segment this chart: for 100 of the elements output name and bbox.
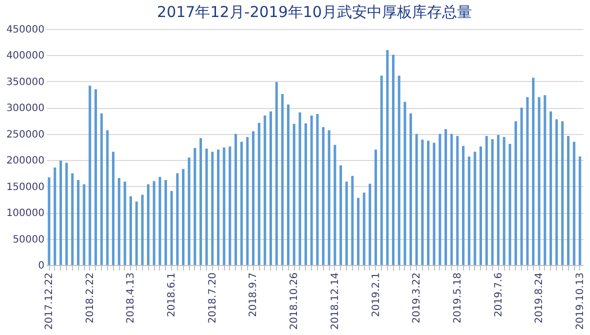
bar xyxy=(392,54,395,265)
y-tick-label: 300000 xyxy=(6,103,44,114)
bar xyxy=(398,76,400,265)
bar xyxy=(555,119,558,265)
bar xyxy=(404,102,406,265)
y-tick-label: 150000 xyxy=(6,182,44,193)
x-tick-label: 2019.8.24 xyxy=(534,272,546,324)
y-tick-label: 0 xyxy=(38,260,44,272)
bar xyxy=(456,136,459,265)
bar xyxy=(82,184,86,265)
x-tick-label: 2017.12.22 xyxy=(44,272,56,330)
bar xyxy=(578,156,582,265)
bar xyxy=(112,152,114,265)
x-tick-label: 2018.9.7 xyxy=(248,272,260,318)
bar xyxy=(380,76,383,265)
y-tick-label: 250000 xyxy=(6,129,44,140)
bar xyxy=(264,116,266,265)
bar xyxy=(538,97,540,265)
bar xyxy=(152,181,156,265)
bar xyxy=(438,134,442,265)
bar xyxy=(351,176,354,265)
x-tick-label: 2018.2.22 xyxy=(84,272,96,324)
bar xyxy=(310,116,313,265)
bar xyxy=(444,129,448,265)
bar xyxy=(340,165,342,265)
bar xyxy=(368,184,372,265)
bar xyxy=(497,134,500,265)
bar xyxy=(561,121,564,265)
bar xyxy=(357,198,360,265)
bar xyxy=(170,191,173,265)
bar xyxy=(334,144,336,265)
bar xyxy=(269,111,272,265)
bar xyxy=(450,134,453,265)
x-tick-label: 2019.7.6 xyxy=(493,272,504,318)
bar xyxy=(88,86,92,265)
bar xyxy=(322,127,324,265)
bar xyxy=(480,146,482,265)
x-tick-label: 2018.12.14 xyxy=(330,272,341,330)
x-tick-label: 2019.2.1 xyxy=(370,272,382,318)
x-tick-label: 2019.3.22 xyxy=(412,272,423,324)
bar xyxy=(287,104,290,265)
bar xyxy=(374,150,378,265)
bar xyxy=(502,137,506,265)
bar xyxy=(491,139,494,265)
bar xyxy=(146,184,150,265)
bar xyxy=(188,157,190,265)
bar xyxy=(427,140,430,265)
bar xyxy=(345,182,348,265)
bar xyxy=(316,114,319,265)
bar xyxy=(205,148,208,265)
x-tick-label: 2018.7.20 xyxy=(207,272,218,324)
bar xyxy=(246,137,249,265)
bar xyxy=(258,122,260,265)
bar xyxy=(415,134,418,265)
bar xyxy=(129,196,132,265)
bar xyxy=(514,121,518,265)
bar xyxy=(362,192,366,265)
bar xyxy=(124,182,126,265)
bar xyxy=(508,144,512,265)
y-tick-label: 450000 xyxy=(6,24,44,36)
y-tick-label: 200000 xyxy=(6,156,44,167)
x-tick-label: 2019.5.18 xyxy=(452,272,464,324)
bar xyxy=(54,167,56,265)
bar xyxy=(544,95,546,265)
bar xyxy=(141,194,144,265)
y-tick-label: 50000 xyxy=(12,234,44,246)
bar xyxy=(462,146,465,265)
bar xyxy=(100,113,103,265)
bar xyxy=(65,162,68,265)
bar xyxy=(216,150,220,265)
bar xyxy=(485,136,488,265)
chart-title: 2017年12月-2019年10月武安中厚板库存总量 xyxy=(157,3,472,21)
bar xyxy=(222,148,226,265)
bar xyxy=(211,152,214,265)
bar xyxy=(182,169,184,265)
x-tick-label: 2018.10.26 xyxy=(289,272,300,330)
y-tick-label: 400000 xyxy=(6,50,44,62)
bar xyxy=(304,123,307,265)
bar xyxy=(48,177,50,265)
bar xyxy=(474,152,476,265)
bar xyxy=(520,108,523,265)
bar xyxy=(228,146,232,265)
x-tick-label: 2018.6.1 xyxy=(166,272,178,318)
y-tick-label: 350000 xyxy=(6,76,44,88)
bar xyxy=(550,111,552,265)
x-tick-label: 2018.4.13 xyxy=(126,272,137,324)
bar xyxy=(468,156,470,265)
bar xyxy=(421,140,424,265)
bar xyxy=(158,176,162,265)
bar xyxy=(164,180,167,265)
bar xyxy=(252,131,254,265)
bar xyxy=(292,124,296,265)
bar xyxy=(567,136,570,265)
bar xyxy=(71,173,74,265)
bar xyxy=(240,142,243,265)
bar xyxy=(386,50,389,265)
bar xyxy=(106,130,109,265)
bar xyxy=(135,202,138,265)
bar xyxy=(275,82,278,265)
bar xyxy=(298,112,302,265)
